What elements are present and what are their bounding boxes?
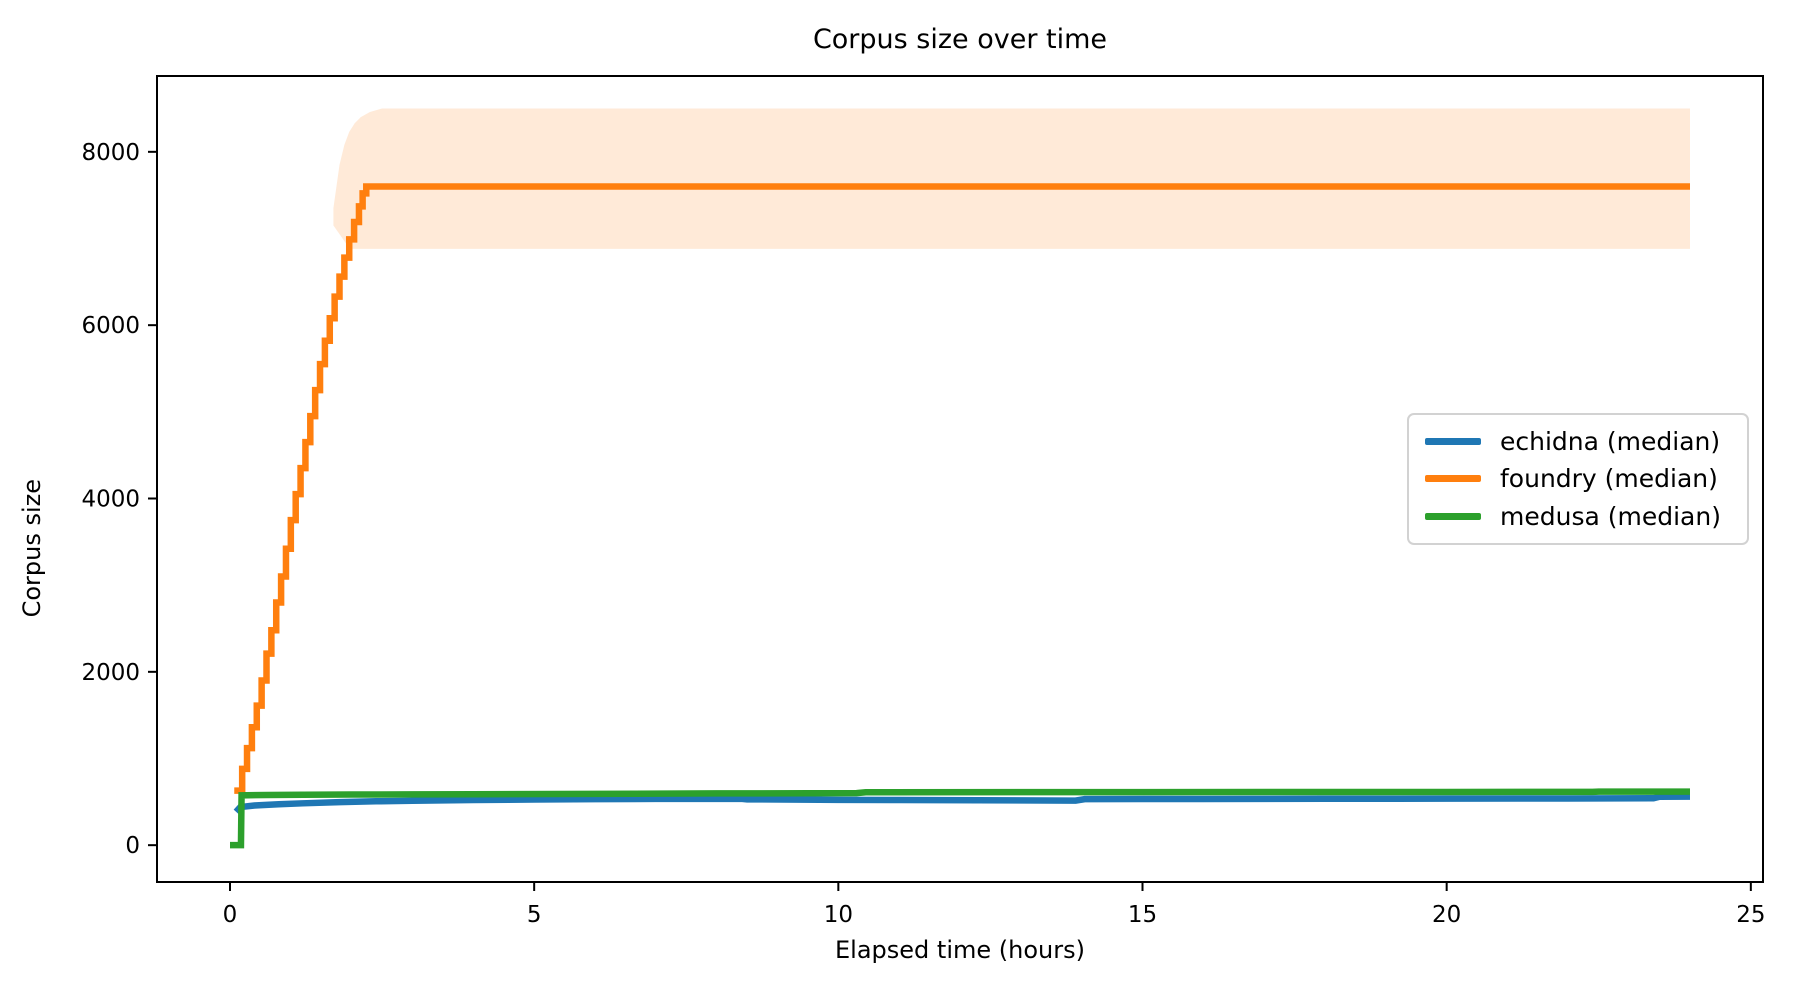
confidence-band-foundry [333, 108, 1690, 249]
y-tick-label: 6000 [81, 313, 140, 339]
x-axis-label: Elapsed time (hours) [835, 936, 1085, 964]
legend-line-sample-foundry [1425, 475, 1481, 483]
chart-title: Corpus size over time [812, 24, 1108, 55]
legend-item-label: echidna (median) [1500, 427, 1721, 457]
x-tick-label: 5 [527, 902, 542, 928]
legend-line-sample-echidna [1425, 438, 1481, 446]
legend: echidna (median) foundry (median) medusa… [1407, 413, 1749, 545]
series-line-medusa [230, 788, 1690, 849]
series-line-echidna [233, 793, 1691, 814]
legend-item-foundry: foundry (median) [1425, 466, 1731, 491]
legend-item-echidna: echidna (median) [1425, 429, 1731, 454]
legend-item-medusa: medusa (median) [1425, 504, 1731, 529]
x-tick-label: 15 [1128, 902, 1157, 928]
x-tick-label: 0 [223, 902, 238, 928]
legend-item-label: foundry (median) [1500, 464, 1718, 494]
x-tick-label: 20 [1432, 902, 1461, 928]
y-axis-label-text: Corpus size [18, 478, 46, 618]
x-tick-label: 10 [824, 902, 853, 928]
y-tick-label: 0 [125, 833, 140, 859]
series-line-foundry [234, 183, 1690, 794]
y-tick-label: 4000 [81, 487, 140, 513]
y-tick-label: 2000 [81, 660, 140, 686]
legend-item-label: medusa (median) [1500, 501, 1721, 531]
axes-frame [156, 75, 1764, 883]
y-tick-label: 8000 [81, 140, 140, 166]
legend-line-sample-medusa [1425, 512, 1481, 520]
x-tick-label: 25 [1736, 902, 1765, 928]
